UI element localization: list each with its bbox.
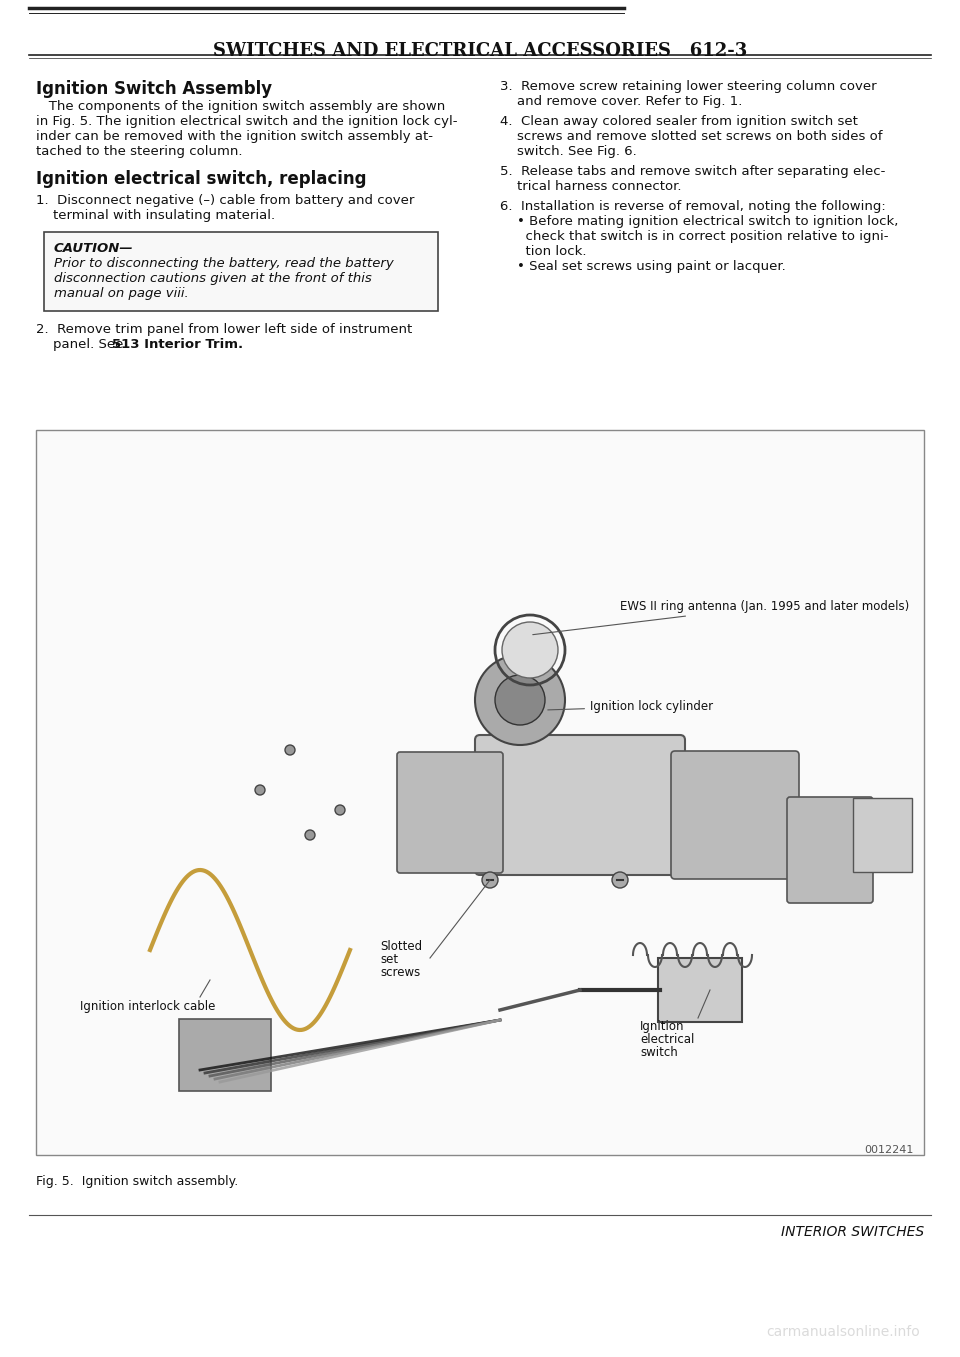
Circle shape xyxy=(482,873,498,887)
Text: Prior to disconnecting the battery, read the battery: Prior to disconnecting the battery, read… xyxy=(54,256,394,270)
Circle shape xyxy=(612,873,628,887)
Text: panel. See: panel. See xyxy=(36,338,128,351)
Text: 513 Interior Trim.: 513 Interior Trim. xyxy=(112,338,243,351)
Text: trical harness connector.: trical harness connector. xyxy=(500,180,682,193)
FancyBboxPatch shape xyxy=(671,750,799,879)
Text: INTERIOR SWITCHES: INTERIOR SWITCHES xyxy=(780,1225,924,1239)
Text: Slotted: Slotted xyxy=(380,940,422,953)
Text: Fig. 5.  Ignition switch assembly.: Fig. 5. Ignition switch assembly. xyxy=(36,1175,238,1187)
FancyBboxPatch shape xyxy=(44,232,438,311)
Text: carmanualsonline.info: carmanualsonline.info xyxy=(766,1324,920,1339)
Text: 5.  Release tabs and remove switch after separating elec-: 5. Release tabs and remove switch after … xyxy=(500,166,885,178)
Text: CAUTION—: CAUTION— xyxy=(54,242,133,255)
Text: Ignition electrical switch, replacing: Ignition electrical switch, replacing xyxy=(36,170,367,189)
Circle shape xyxy=(255,784,265,795)
Text: in Fig. 5. The ignition electrical switch and the ignition lock cyl-: in Fig. 5. The ignition electrical switc… xyxy=(36,115,458,128)
Text: electrical: electrical xyxy=(640,1033,694,1046)
Text: 4.  Clean away colored sealer from ignition switch set: 4. Clean away colored sealer from igniti… xyxy=(500,115,858,128)
Text: • Seal set screws using paint or lacquer.: • Seal set screws using paint or lacquer… xyxy=(500,261,785,273)
FancyBboxPatch shape xyxy=(787,797,873,902)
FancyBboxPatch shape xyxy=(397,752,503,873)
Text: • Before mating ignition electrical switch to ignition lock,: • Before mating ignition electrical swit… xyxy=(500,214,899,228)
FancyBboxPatch shape xyxy=(853,798,912,873)
Circle shape xyxy=(495,674,545,725)
FancyBboxPatch shape xyxy=(475,735,685,875)
Text: EWS II ring antenna (Jan. 1995 and later models): EWS II ring antenna (Jan. 1995 and later… xyxy=(533,600,909,635)
Text: tached to the steering column.: tached to the steering column. xyxy=(36,145,243,157)
Text: terminal with insulating material.: terminal with insulating material. xyxy=(36,209,276,223)
FancyBboxPatch shape xyxy=(36,430,924,1155)
Text: screws: screws xyxy=(380,966,420,978)
Text: check that switch is in correct position relative to igni-: check that switch is in correct position… xyxy=(500,229,889,243)
Text: Ignition interlock cable: Ignition interlock cable xyxy=(80,1000,215,1012)
Circle shape xyxy=(335,805,345,816)
Text: Ignition: Ignition xyxy=(640,1020,684,1033)
Text: and remove cover. Refer to Fig. 1.: and remove cover. Refer to Fig. 1. xyxy=(500,95,742,109)
Circle shape xyxy=(502,622,558,678)
Text: set: set xyxy=(380,953,398,966)
Text: switch. See Fig. 6.: switch. See Fig. 6. xyxy=(500,145,636,157)
Text: SWITCHES AND ELECTRICAL ACCESSORIES   612-3: SWITCHES AND ELECTRICAL ACCESSORIES 612-… xyxy=(213,42,747,60)
Text: Ignition Switch Assembly: Ignition Switch Assembly xyxy=(36,80,272,98)
Circle shape xyxy=(475,655,565,745)
Text: 2.  Remove trim panel from lower left side of instrument: 2. Remove trim panel from lower left sid… xyxy=(36,323,412,337)
Text: tion lock.: tion lock. xyxy=(500,246,587,258)
Circle shape xyxy=(305,830,315,840)
FancyBboxPatch shape xyxy=(658,958,742,1022)
Text: inder can be removed with the ignition switch assembly at-: inder can be removed with the ignition s… xyxy=(36,130,433,142)
Text: Ignition lock cylinder: Ignition lock cylinder xyxy=(548,700,713,712)
Text: 1.  Disconnect negative (–) cable from battery and cover: 1. Disconnect negative (–) cable from ba… xyxy=(36,194,415,208)
Text: 0012241: 0012241 xyxy=(865,1145,914,1155)
Text: 3.  Remove screw retaining lower steering column cover: 3. Remove screw retaining lower steering… xyxy=(500,80,876,94)
FancyBboxPatch shape xyxy=(179,1019,271,1091)
Text: switch: switch xyxy=(640,1046,678,1058)
Text: 6.  Installation is reverse of removal, noting the following:: 6. Installation is reverse of removal, n… xyxy=(500,199,886,213)
Circle shape xyxy=(285,745,295,754)
Text: manual on page viii.: manual on page viii. xyxy=(54,286,189,300)
Text: The components of the ignition switch assembly are shown: The components of the ignition switch as… xyxy=(36,100,445,113)
Text: disconnection cautions given at the front of this: disconnection cautions given at the fron… xyxy=(54,271,372,285)
Text: screws and remove slotted set screws on both sides of: screws and remove slotted set screws on … xyxy=(500,130,882,142)
